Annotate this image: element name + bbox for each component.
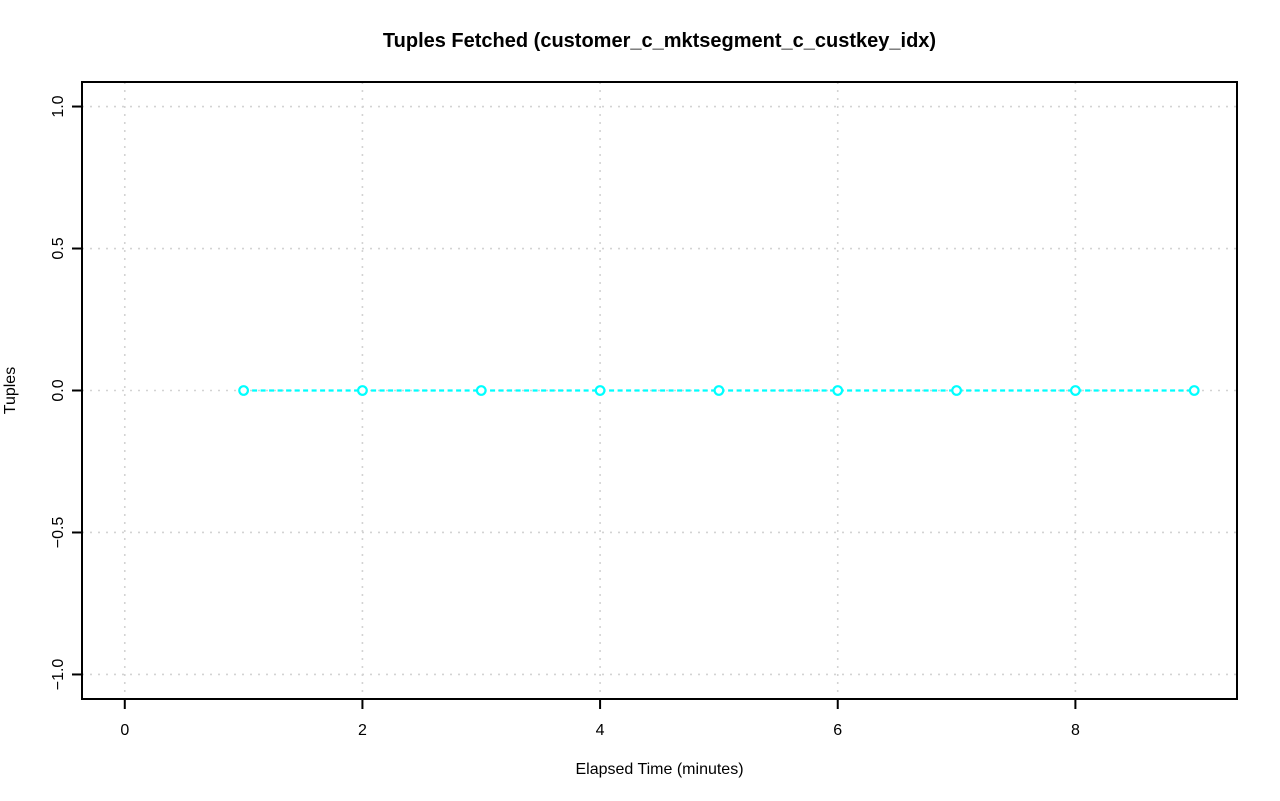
- x-tick-label: 4: [596, 722, 605, 739]
- data-point-marker: [475, 385, 487, 396]
- data-point-marker: [1188, 385, 1200, 396]
- y-tick-label: 0.5: [50, 237, 67, 259]
- data-point-marker: [951, 385, 962, 396]
- gridlines: [82, 82, 1237, 699]
- x-tick-label: 6: [833, 722, 842, 739]
- data-point-marker: [594, 385, 606, 396]
- y-tick-label: −1.0: [50, 659, 67, 691]
- data-point-marker: [238, 385, 250, 396]
- axis-ticks: 0 2 4 6 8 −1.0 −0.5 0.0 0.5 1.0: [50, 95, 1080, 739]
- y-tick-label: 1.0: [50, 95, 67, 117]
- x-tick-label: 8: [1071, 722, 1080, 739]
- x-tick-label: 0: [120, 722, 129, 739]
- y-tick-label: −0.5: [50, 517, 67, 549]
- data-point-marker: [713, 385, 725, 396]
- data-series: [238, 385, 1200, 396]
- y-tick-label: 0.0: [50, 379, 67, 401]
- data-point-marker: [832, 385, 844, 396]
- data-point-marker: [1069, 385, 1081, 396]
- x-tick-label: 2: [358, 722, 367, 739]
- x-axis-title: Elapsed Time (minutes): [575, 761, 743, 778]
- y-axis-title: Tuples: [2, 367, 19, 414]
- chart-title: Tuples Fetched (customer_c_mktsegment_c_…: [383, 30, 936, 52]
- data-point-marker: [357, 385, 368, 396]
